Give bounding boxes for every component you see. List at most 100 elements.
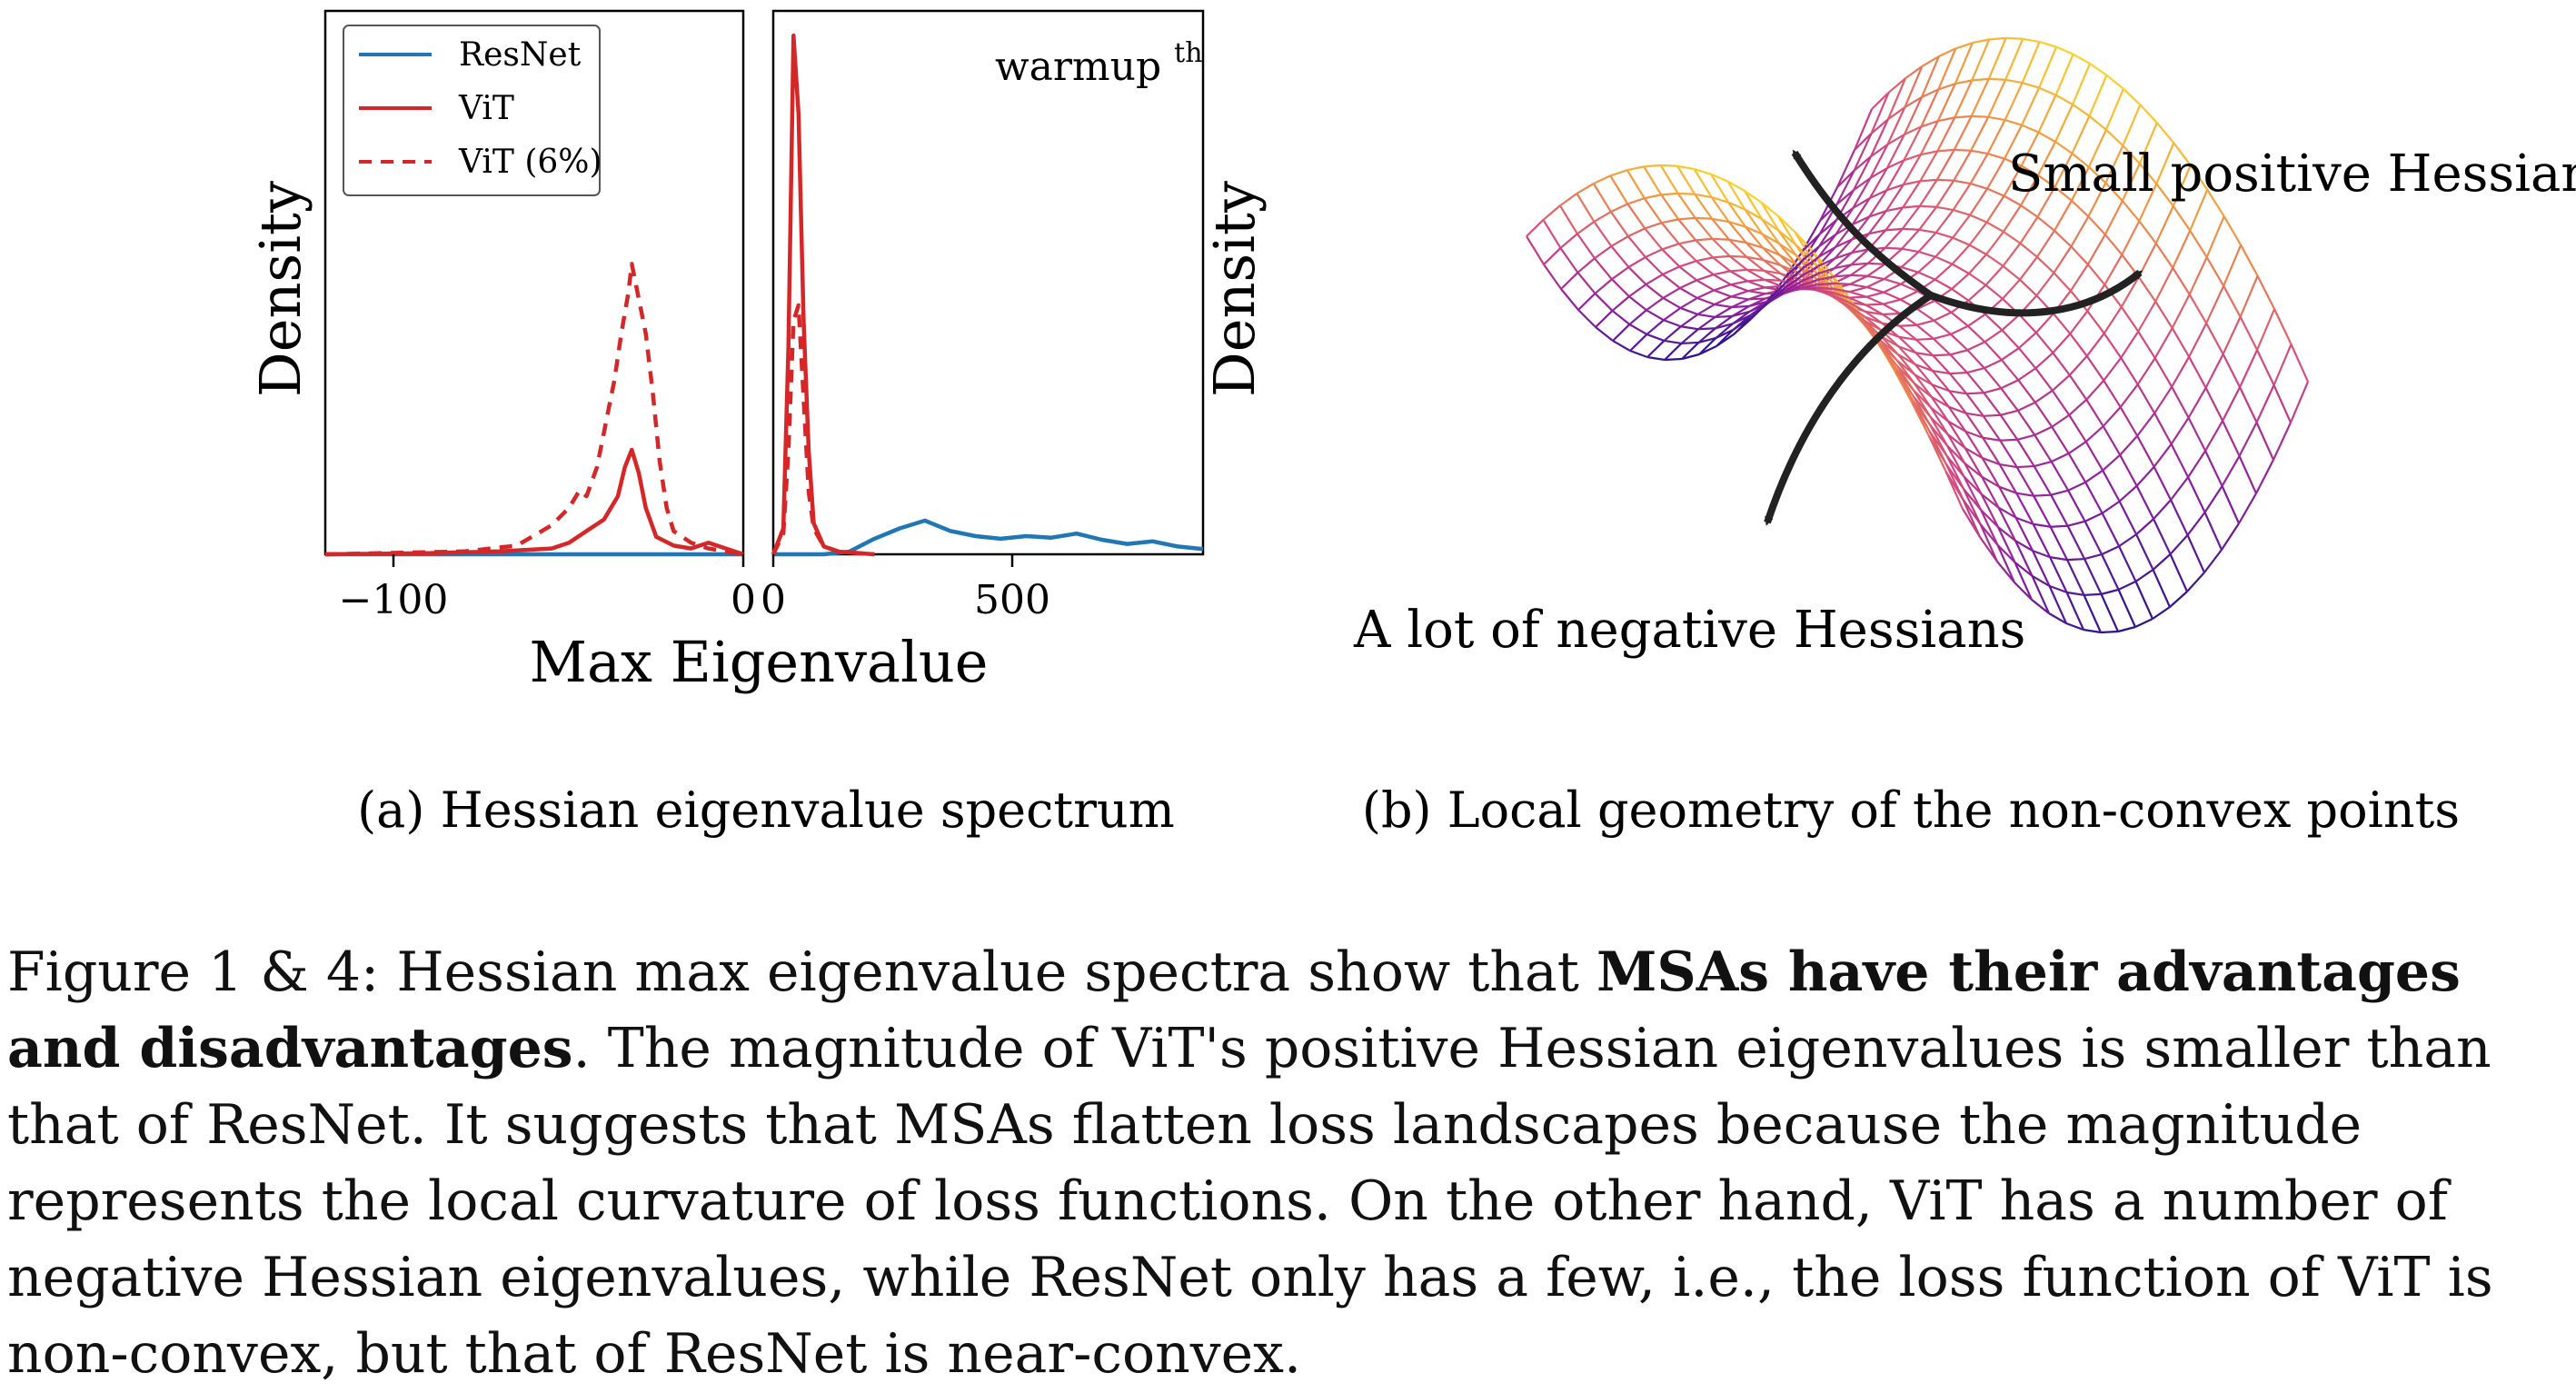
mesh-line	[2087, 215, 2106, 235]
mesh-line	[1715, 315, 1734, 330]
mesh-line	[1964, 447, 1984, 459]
mesh-line	[1980, 509, 1999, 546]
mesh-line	[1764, 278, 1782, 282]
mesh-line	[1680, 313, 1699, 328]
mesh-line	[1676, 165, 1696, 195]
left-tick-label-minus100: −100	[339, 577, 449, 623]
mesh-line	[1914, 373, 1933, 386]
mesh-line	[2134, 618, 2153, 628]
mesh-line	[1593, 174, 1611, 185]
mesh-line	[1747, 293, 1766, 301]
mesh-line	[1901, 205, 1921, 230]
mesh-line	[1577, 309, 1596, 328]
mesh-line	[1696, 237, 1713, 242]
arrow-up-left	[1791, 149, 1934, 299]
mesh-line	[2135, 533, 2154, 571]
mesh-line	[1903, 96, 1923, 135]
mesh-line	[2273, 343, 2293, 386]
mesh-line	[2034, 434, 2053, 463]
mesh-line	[1851, 197, 1871, 225]
mesh-line	[1947, 420, 1966, 433]
mesh-line	[1802, 234, 1821, 252]
mesh-line	[2223, 215, 2243, 246]
mesh-line	[2102, 470, 2121, 502]
mesh-line	[2084, 469, 2104, 483]
mesh-line	[1999, 440, 2018, 468]
mesh-line	[1987, 152, 2005, 160]
mesh-line	[1744, 190, 1763, 220]
mesh-line	[1746, 241, 1764, 249]
mesh-line	[1765, 284, 1782, 289]
mesh-line	[1996, 544, 2016, 563]
mesh-line	[2203, 549, 2223, 573]
mesh-line	[1679, 287, 1698, 299]
mesh-line	[1865, 310, 1884, 316]
mesh-line	[1610, 235, 1629, 247]
mesh-line	[1934, 278, 1953, 290]
mesh-line	[1784, 268, 1803, 284]
mesh-line	[2068, 355, 2088, 376]
mesh-line	[2170, 417, 2190, 445]
mesh-line	[1816, 267, 1835, 275]
mesh-line	[2155, 183, 2174, 207]
mesh-line	[2101, 553, 2120, 591]
mesh-line	[1996, 544, 2016, 583]
mesh-line	[2019, 256, 2038, 281]
mesh-line	[1694, 193, 1712, 199]
mesh-line	[1712, 256, 1731, 273]
mesh-line	[2136, 435, 2155, 468]
mesh-line	[2071, 152, 2090, 168]
mesh-line	[1964, 463, 1983, 495]
mesh-line	[2084, 553, 2103, 561]
mesh-line	[1696, 289, 1715, 300]
mesh-line	[2066, 591, 2084, 596]
mesh-line	[2187, 476, 2206, 513]
mesh-line	[1542, 204, 1561, 221]
mesh-line	[2152, 606, 2171, 620]
mesh-line	[1954, 42, 1974, 85]
mesh-line	[1846, 305, 1865, 322]
mesh-line	[2036, 230, 2055, 258]
mesh-line	[2070, 215, 2090, 247]
mesh-line	[2221, 455, 2241, 487]
figure: −100 0 0 500 Max Eigenvalue Density Dens…	[247, 9, 2576, 839]
mesh-line	[2171, 356, 2191, 388]
mesh-line	[2205, 285, 2225, 324]
mesh-line	[2087, 182, 2107, 217]
mesh-line	[1696, 260, 1715, 276]
mesh-line	[1914, 373, 1933, 398]
mesh-line	[1812, 268, 1831, 286]
mesh-line	[2289, 381, 2310, 423]
mesh-line	[1966, 367, 1985, 374]
mesh-line	[1694, 167, 1712, 175]
mesh-line	[1817, 257, 1835, 268]
mesh-line	[1984, 359, 2003, 370]
mesh-line	[2054, 54, 2074, 96]
mesh-line	[1937, 83, 1956, 91]
mesh-line	[1938, 47, 1956, 58]
mesh-line	[1870, 118, 1889, 134]
mesh-line	[1916, 300, 1935, 310]
mesh-line	[1728, 220, 1746, 228]
mesh-line	[2084, 512, 2104, 522]
mesh-line	[2118, 533, 2137, 548]
mesh-line	[1817, 246, 1836, 267]
mesh-line	[2017, 379, 2036, 403]
mesh-line	[1868, 210, 1887, 218]
mesh-line	[1778, 243, 1797, 256]
mesh-line	[1950, 311, 1969, 327]
mesh-line	[1801, 245, 1820, 262]
mesh-line	[1984, 313, 2004, 332]
mesh-line	[1612, 340, 1631, 352]
mesh-line	[1869, 189, 1887, 200]
mesh-line	[1781, 284, 1799, 288]
mesh-line	[1986, 158, 2006, 190]
mesh-line	[1986, 221, 2004, 233]
mesh-line	[2069, 310, 2089, 334]
mesh-line	[1964, 462, 1983, 478]
mesh-line	[2187, 450, 2206, 478]
mesh-line	[2004, 118, 2023, 126]
mesh-line	[1869, 144, 1889, 179]
mesh-line	[1936, 178, 1954, 182]
mesh-line	[1594, 257, 1613, 280]
